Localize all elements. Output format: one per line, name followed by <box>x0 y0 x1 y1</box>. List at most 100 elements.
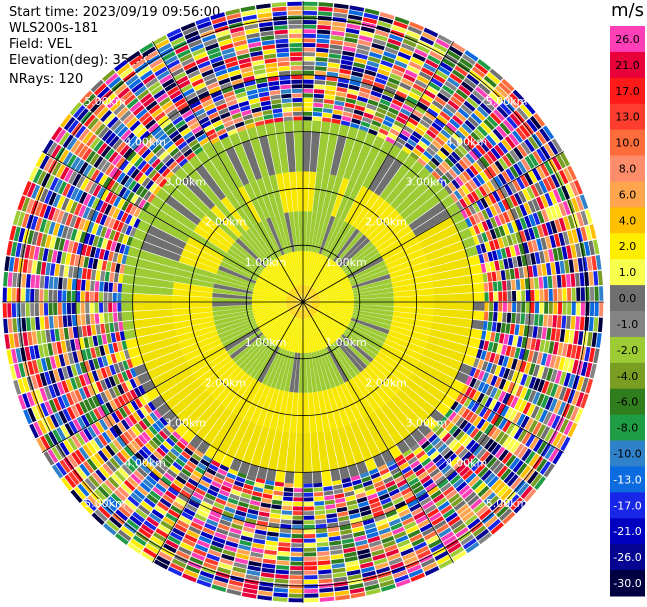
velocity-sector <box>259 96 271 102</box>
velocity-sector <box>23 409 33 425</box>
velocity-sector <box>326 71 339 78</box>
velocity-sector <box>484 195 493 207</box>
velocity-sector <box>316 350 332 390</box>
velocity-sector <box>24 244 31 259</box>
velocity-sector <box>513 110 525 124</box>
velocity-sector <box>148 439 159 450</box>
velocity-sector <box>385 169 417 205</box>
velocity-sector <box>341 115 352 122</box>
velocity-sector <box>524 215 532 228</box>
velocity-sector <box>161 78 175 89</box>
velocity-sector <box>385 509 398 518</box>
velocity-sector <box>310 431 321 473</box>
velocity-sector <box>95 199 104 212</box>
velocity-sector <box>248 41 262 48</box>
velocity-sector <box>536 393 545 407</box>
velocity-sector <box>286 302 303 308</box>
velocity-sector <box>512 256 518 268</box>
velocity-sector <box>370 359 405 389</box>
velocity-sector <box>410 481 422 491</box>
velocity-sector <box>550 383 559 398</box>
velocity-sector <box>386 248 425 270</box>
range-ring-label: 3.00km <box>165 417 207 430</box>
velocity-sector <box>342 50 355 57</box>
range-ring-label: 1.00km <box>245 256 287 269</box>
velocity-sector <box>241 592 257 599</box>
velocity-sector <box>485 262 491 273</box>
velocity-sector <box>99 281 104 292</box>
velocity-sector <box>104 228 112 239</box>
velocity-sector <box>461 451 472 462</box>
velocity-sector <box>63 116 76 131</box>
velocity-sector <box>262 175 280 216</box>
velocity-sector <box>78 387 87 400</box>
velocity-sector <box>217 523 230 531</box>
velocity-sector <box>300 250 303 285</box>
velocity-sector <box>483 168 493 180</box>
velocity-sector <box>39 387 48 402</box>
velocity-sector <box>245 84 257 92</box>
velocity-sector <box>443 449 454 460</box>
velocity-sector <box>479 171 489 183</box>
velocity-sector <box>122 234 129 245</box>
velocity-sector <box>412 209 451 237</box>
velocity-sector <box>60 425 71 439</box>
velocity-sector <box>6 349 14 365</box>
velocity-sector <box>155 483 167 493</box>
velocity-sector <box>66 406 76 420</box>
velocity-sector <box>184 92 197 101</box>
velocity-sector <box>76 302 81 314</box>
velocity-sector <box>59 442 70 456</box>
velocity-sector <box>51 126 63 141</box>
velocity-sector <box>204 445 218 460</box>
velocity-sector <box>168 63 183 74</box>
velocity-sector <box>155 147 166 158</box>
velocity-sector <box>439 111 451 121</box>
velocity-sector <box>489 261 496 272</box>
velocity-sector <box>213 476 224 485</box>
velocity-sector <box>298 285 303 302</box>
velocity-sector <box>303 102 313 107</box>
velocity-sector <box>545 262 552 276</box>
velocity-sector <box>367 99 379 107</box>
velocity-sector <box>483 153 494 165</box>
velocity-sector <box>208 463 219 472</box>
velocity-sector <box>407 117 419 127</box>
velocity-sector <box>165 171 174 181</box>
velocity-sector <box>315 519 327 524</box>
velocity-sector <box>376 73 389 81</box>
velocity-sector <box>106 261 112 272</box>
velocity-sector <box>193 351 230 379</box>
velocity-sector <box>132 123 144 135</box>
velocity-sector <box>387 514 400 523</box>
velocity-sector <box>319 596 335 602</box>
velocity-sector <box>449 136 460 147</box>
velocity-sector <box>464 50 479 62</box>
velocity-sector <box>143 233 184 256</box>
velocity-sector <box>498 259 505 270</box>
velocity-sector <box>63 239 70 252</box>
velocity-sector <box>105 132 117 145</box>
elevation: Elevation(deg): 35.30 <box>9 53 150 68</box>
velocity-sector <box>337 426 356 467</box>
velocity-sector <box>414 48 428 58</box>
velocity-sector <box>344 102 355 109</box>
velocity-sector <box>502 368 511 380</box>
velocity-sector <box>36 330 42 344</box>
velocity-sector <box>397 539 411 548</box>
velocity-sector <box>511 383 520 396</box>
velocity-sector <box>353 109 364 116</box>
velocity-sector <box>172 302 213 309</box>
velocity-sector <box>162 154 172 164</box>
velocity-sector <box>178 546 192 556</box>
velocity-sector <box>398 508 411 518</box>
velocity-sector <box>427 160 437 170</box>
velocity-sector <box>146 516 160 527</box>
velocity-sector <box>371 505 383 514</box>
velocity-sector <box>459 198 468 209</box>
velocity-sector <box>509 113 522 127</box>
velocity-sector <box>221 454 234 469</box>
velocity-sector <box>272 6 287 12</box>
velocity-sector <box>160 118 172 129</box>
velocity-sector <box>119 331 126 341</box>
